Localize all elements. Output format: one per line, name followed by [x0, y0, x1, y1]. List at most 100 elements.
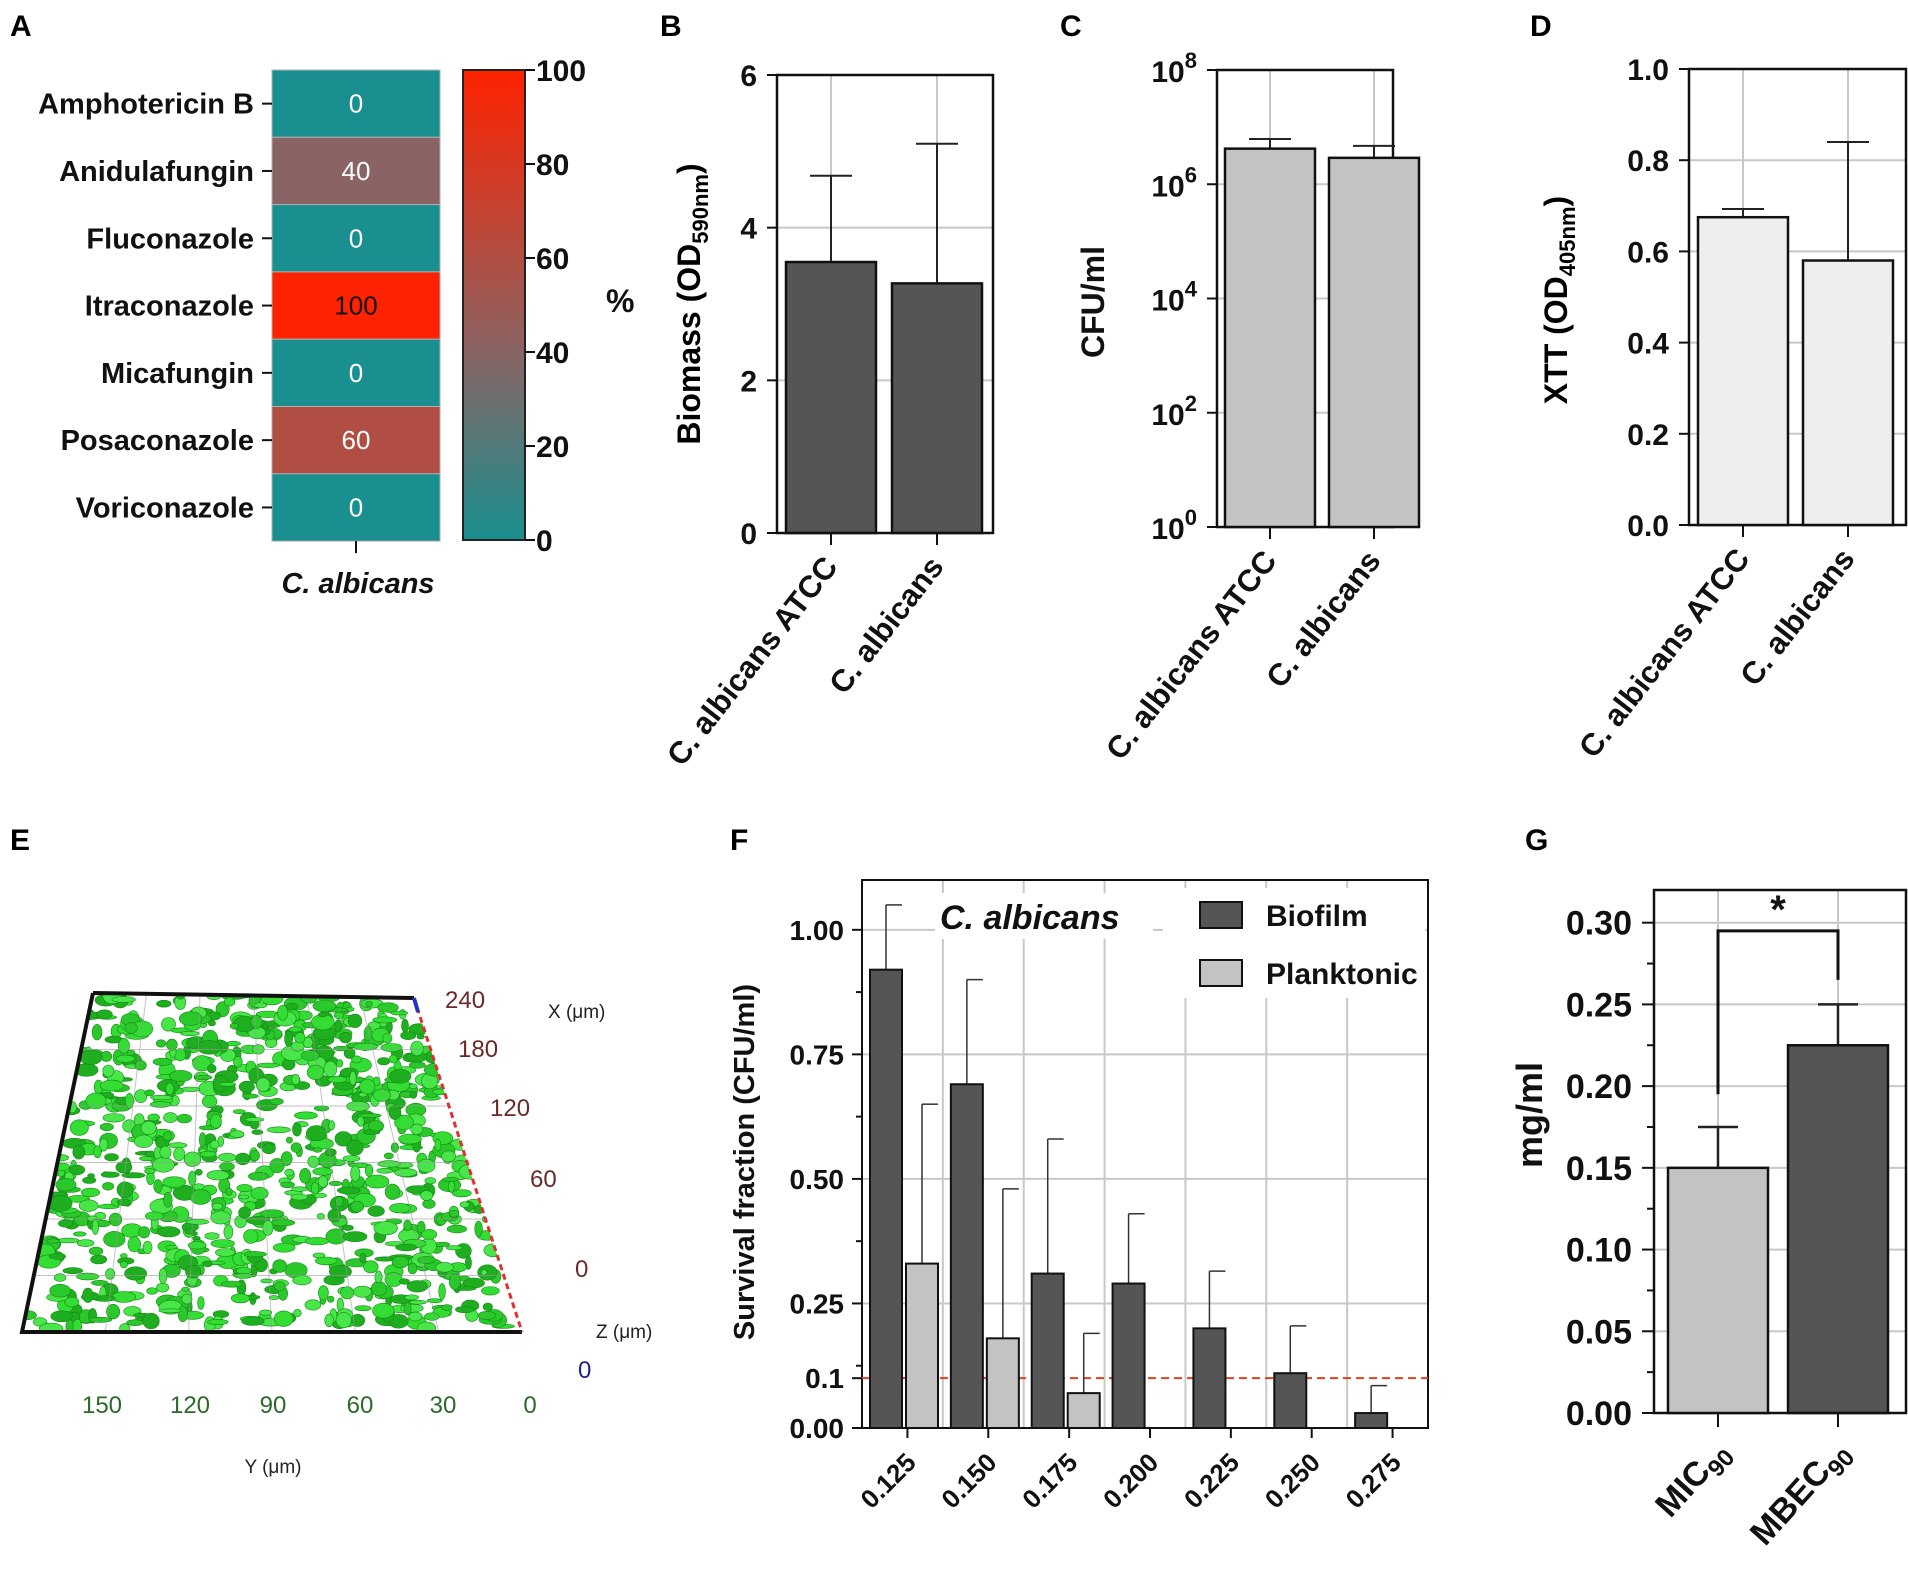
biofilm-cell [79, 1049, 103, 1065]
biofilm-cell [312, 1167, 334, 1176]
biofilm-cell [342, 1155, 361, 1162]
biofilm-cell [445, 1245, 463, 1251]
y-tick-label: 0.15 [1566, 1150, 1632, 1188]
biofilm-cell [156, 1226, 181, 1238]
biofilm-cell [184, 1228, 194, 1235]
biofilm-cell [121, 1172, 146, 1179]
biofilm-cell [87, 1173, 95, 1179]
colorbar-tick-label: 0 [536, 525, 553, 558]
biofilm-cell [284, 1030, 293, 1047]
biofilm-cell [424, 1312, 440, 1321]
biofilm-grid [33, 993, 504, 1332]
row-label: Fluconazole [86, 223, 254, 255]
biofilm-cell [229, 1022, 239, 1030]
biofilm-cell [291, 1186, 308, 1192]
biofilm-cell [183, 1151, 202, 1167]
biofilm-cell [350, 1200, 365, 1213]
biofilm-cell [90, 1254, 108, 1265]
biofilm-cell [359, 1078, 376, 1095]
bar-biofilm [949, 1083, 984, 1429]
biofilm-cell [211, 1202, 223, 1210]
biofilm-cell [233, 1109, 246, 1114]
y-tick-label: 0.05 [1566, 1313, 1632, 1351]
biofilm-cell [206, 1170, 230, 1181]
z-axis-label: Z (μm) [596, 1322, 652, 1343]
heatmap-cell [271, 271, 441, 340]
heatmap-value: 0 [349, 223, 363, 253]
biofilm-cell [144, 1168, 156, 1174]
biofilm-cell [382, 1032, 393, 1044]
biofilm-cell [177, 1305, 188, 1322]
biofilm-cell [102, 1182, 115, 1191]
biofilm-cell [104, 1153, 119, 1162]
grid-line [306, 996, 356, 1332]
biofilm-cell [57, 1237, 80, 1244]
biofilm-cell [376, 1168, 394, 1174]
biofilm-cell [64, 1296, 80, 1308]
biofilm-cell [312, 1147, 323, 1153]
biofilm-cell [207, 1019, 216, 1027]
biofilm-cell [163, 1112, 178, 1123]
biofilm-cell [317, 1012, 327, 1018]
biofilm-cell [118, 1038, 130, 1054]
y-tick-label: 100 [1151, 505, 1197, 546]
y-tick-label: 0 [740, 518, 757, 551]
biofilm-cell [266, 1126, 291, 1134]
biofilm-cell [162, 1131, 173, 1141]
biofilm-cell [323, 1060, 338, 1077]
biofilm-cell [62, 1267, 84, 1275]
x-tick-label: 0.200 [1097, 1447, 1164, 1514]
biofilm-cell [312, 999, 337, 1013]
heatmap-value: 60 [342, 425, 371, 455]
bar-planktonic [985, 1337, 1020, 1429]
bar-biofilm [869, 968, 903, 1429]
biofilm-cell [197, 1296, 205, 1310]
column-label: C. albicans [281, 568, 434, 600]
biofilm-cell [162, 1176, 187, 1188]
biofilm-cell [115, 1054, 135, 1063]
biofilm-cell [357, 1113, 382, 1118]
biofilm-cell [306, 1064, 325, 1080]
biofilm-cell [102, 1064, 115, 1078]
row-label: Itraconazole [85, 291, 254, 323]
y-tick-label: 4 [740, 213, 757, 246]
x-tick-label: 180 [458, 1036, 498, 1063]
biofilm-cell [372, 1016, 398, 1024]
biofilm-cell [410, 1040, 424, 1057]
biofilm-cell [78, 1199, 99, 1212]
x-tick-label: C. albicans ATCC [660, 550, 845, 772]
y-tick-label: 120 [170, 1392, 210, 1419]
biofilm-cell [304, 1237, 329, 1246]
biofilm-cell [189, 1189, 212, 1205]
biofilm-cell [346, 1139, 364, 1156]
bar-biofilm [1273, 1372, 1308, 1429]
panel-label-c: C [1060, 10, 1082, 43]
y-tick-label: 0.25 [1566, 986, 1632, 1024]
biofilm-cell [367, 1120, 384, 1132]
biofilm-cell [99, 1123, 114, 1132]
biofilm-cell [293, 1309, 302, 1318]
biofilm-cell [179, 1011, 203, 1026]
y-tick-label: 0.2 [1627, 419, 1669, 452]
biofilm-cell [73, 1231, 87, 1237]
biofilm-cell [197, 1040, 222, 1055]
heatmap-value: 0 [349, 358, 363, 388]
y-tick-label: 30 [430, 1392, 457, 1419]
biofilm-cell [194, 1169, 203, 1176]
biofilm-cell [111, 1291, 136, 1303]
biofilm-cell [383, 1152, 394, 1160]
biofilm-cell [408, 1061, 426, 1069]
biofilm-cell [96, 1009, 113, 1020]
biofilm-cell [188, 1170, 197, 1186]
biofilm-cell [250, 1015, 263, 1029]
biofilm-cell [292, 1122, 302, 1137]
biofilm-cell [294, 1111, 318, 1120]
biofilm-cell [441, 1150, 456, 1163]
biofilm-box-edges [19, 992, 522, 1334]
biofilm-cell [251, 1129, 264, 1135]
biofilm-cell [106, 1303, 121, 1320]
y-tick-label: 104 [1151, 277, 1197, 318]
biofilm-cell [158, 1308, 182, 1314]
x-tick-label: 60 [530, 1166, 557, 1193]
